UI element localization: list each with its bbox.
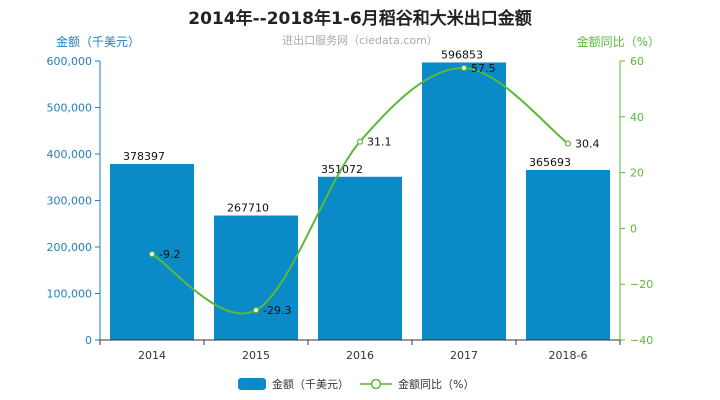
legend-bar-swatch — [238, 378, 266, 390]
yoy-point-2018-6 — [564, 140, 572, 147]
x-tick-label: 2016 — [346, 349, 374, 362]
legend: 金额（千美元） 金额同比（%） — [238, 377, 474, 391]
legend-line-marker — [370, 378, 382, 390]
bar-2018-6 — [526, 169, 610, 340]
yoy-point-2016 — [356, 138, 364, 145]
yoy-point-2015 — [252, 307, 260, 314]
left-tick-label: 100,000 — [47, 288, 93, 301]
yoy-value-label: 31.1 — [367, 136, 392, 149]
left-tick-label: 0 — [85, 334, 92, 347]
x-tick-label: 2017 — [450, 349, 478, 362]
right-tick-label: −20 — [630, 278, 653, 291]
yoy-line — [151, 66, 569, 315]
yoy-value-label: -9.2 — [159, 248, 180, 261]
chart-title: 2014年--2018年1-6月稻谷和大米出口金额 — [188, 8, 531, 29]
bar-2016 — [318, 176, 402, 340]
yoy-value-label: 57.5 — [471, 62, 496, 75]
right-tick-label: −40 — [630, 334, 653, 347]
legend-line-label: 金额同比（%） — [398, 377, 474, 391]
chart-subtitle: 进出口服务网（ciedata.com） — [282, 33, 438, 47]
bar-2017 — [422, 62, 506, 341]
yoy-value-label: 30.4 — [575, 138, 600, 151]
legend-bar-label: 金额（千美元） — [272, 377, 349, 391]
left-tick-label: 300,000 — [47, 195, 93, 208]
left-tick-label: 500,000 — [47, 102, 93, 115]
bar-value-label: 378397 — [123, 150, 165, 163]
right-tick-label: 20 — [630, 167, 644, 180]
right-tick-label: 0 — [630, 222, 637, 235]
bar-value-label: 365693 — [529, 156, 571, 169]
x-tick-label: 2018-6 — [549, 349, 588, 362]
bar-value-label: 596853 — [441, 48, 483, 61]
x-tick-label: 2015 — [242, 349, 270, 362]
plot-area: 2014 2015 2016 2017 2018-6 0 100,000 200,000 300… — [47, 48, 654, 362]
left-axis-title: 金额（千美元） — [56, 34, 140, 49]
left-tick-label: 200,000 — [47, 241, 93, 254]
left-tick-label: 600,000 — [47, 55, 93, 68]
left-tick-label: 400,000 — [47, 148, 93, 161]
right-tick-label: 60 — [630, 55, 644, 68]
x-tick-label: 2014 — [138, 349, 166, 362]
bar-value-label: 267710 — [227, 202, 269, 215]
right-tick-label: 40 — [630, 111, 644, 124]
yoy-value-label: -29.3 — [263, 304, 291, 317]
yoy-point-2017 — [460, 64, 468, 72]
yoy-point-2014 — [148, 250, 156, 258]
right-axis-title: 金额同比（%） — [577, 34, 660, 49]
